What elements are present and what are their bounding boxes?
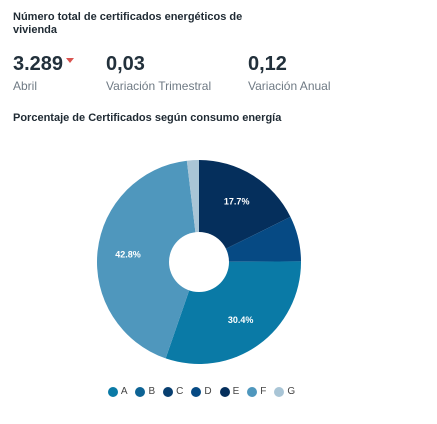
kpi-quarterly: 0,03 Variación Trimestral: [106, 53, 211, 93]
legend-item-c[interactable]: C: [163, 386, 183, 397]
legend-item-b[interactable]: B: [135, 386, 155, 397]
kpi-row: 3.289 Abril 0,03 Variación Trimestral 0,…: [13, 53, 433, 97]
kpi-annual: 0,12 Variación Anual: [248, 53, 331, 93]
legend-label: B: [148, 386, 156, 397]
kpi-month-label: Abril: [13, 79, 38, 93]
kpi-quarterly-value: 0,03: [106, 53, 145, 75]
kpi-quarterly-label: Variación Trimestral: [106, 79, 212, 93]
legend-dot-icon: [219, 386, 230, 397]
legend-dot-icon: [191, 386, 202, 397]
kpi-annual-label: Variación Anual: [248, 79, 331, 93]
legend-label: D: [204, 386, 212, 397]
trend-down-icon: [66, 58, 75, 64]
pie-chart-title: Porcentaje de Certificados según consumo…: [13, 112, 282, 124]
legend-label: G: [287, 386, 296, 397]
kpi-month-value-row: 3.289: [13, 53, 75, 75]
slice-label-a: 30.4%: [228, 315, 254, 325]
legend-label: F: [260, 386, 267, 397]
legend-item-f[interactable]: F: [247, 386, 266, 397]
legend-dot-icon: [247, 386, 258, 397]
legend-label: E: [232, 386, 240, 397]
pie-slice-f[interactable]: [96, 160, 199, 359]
total-certificates-title: Número total de certificados energéticos…: [13, 11, 243, 36]
legend-item-a[interactable]: A: [107, 386, 128, 397]
kpi-month-value: 3.289: [13, 53, 64, 75]
legend-dot-icon: [107, 386, 118, 397]
legend-item-e[interactable]: E: [219, 386, 240, 397]
legend-dot-icon: [274, 386, 285, 397]
legend-dot-icon: [163, 386, 174, 397]
legend-dot-icon: [135, 386, 146, 397]
kpi-annual-value: 0,12: [248, 53, 287, 75]
slice-label-f: 42.8%: [115, 249, 141, 259]
chart-legend: A B C D E F G: [0, 386, 403, 397]
kpi-month: 3.289 Abril: [13, 53, 75, 93]
legend-label: C: [176, 386, 184, 397]
donut-hole: [169, 232, 229, 292]
legend-label: A: [120, 386, 128, 397]
legend-item-d[interactable]: D: [191, 386, 212, 397]
legend-item-g[interactable]: G: [274, 386, 295, 397]
slice-label-e: 17.7%: [224, 196, 250, 206]
pie-slice-e[interactable]: [199, 160, 291, 262]
donut-chart: 17.7% 30.4% 42.8%: [96, 160, 301, 364]
